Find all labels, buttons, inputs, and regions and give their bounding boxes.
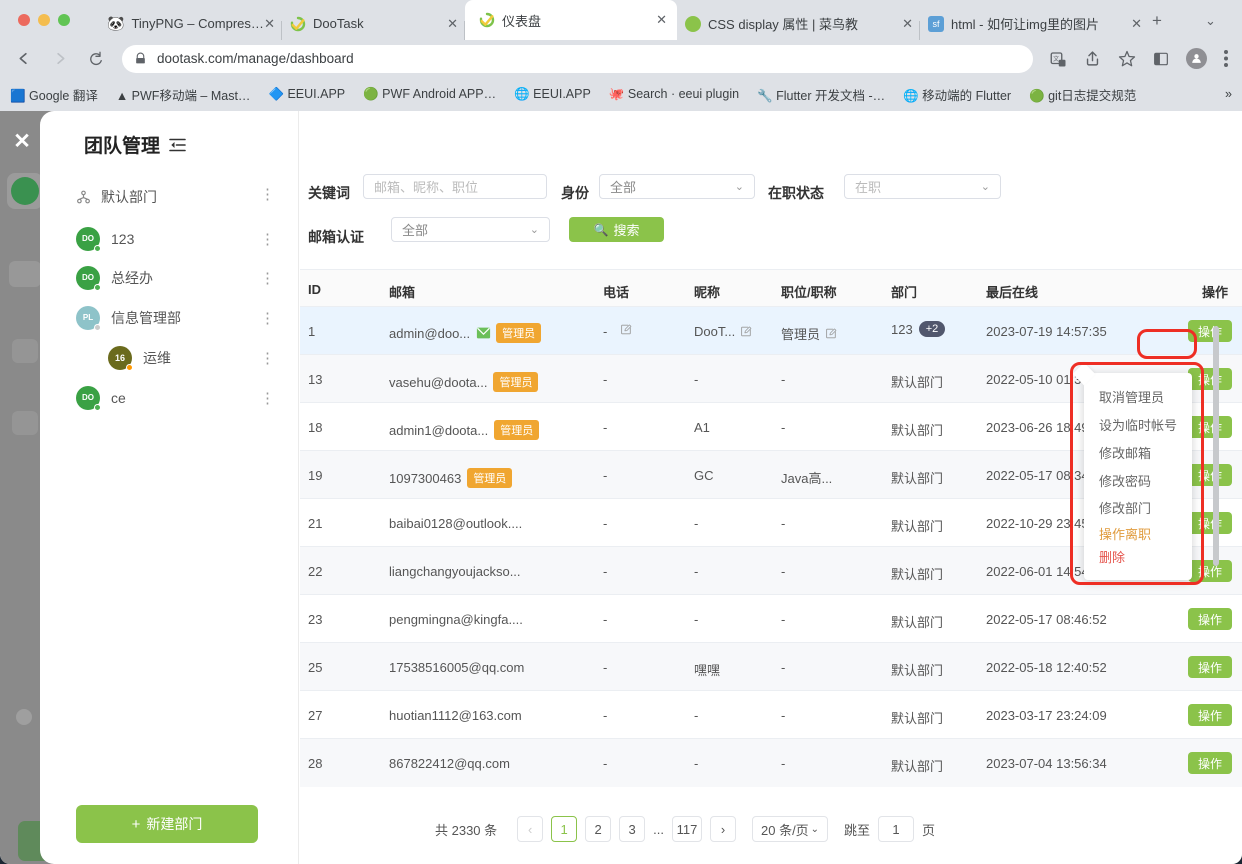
svg-text:文: 文	[1053, 54, 1059, 62]
